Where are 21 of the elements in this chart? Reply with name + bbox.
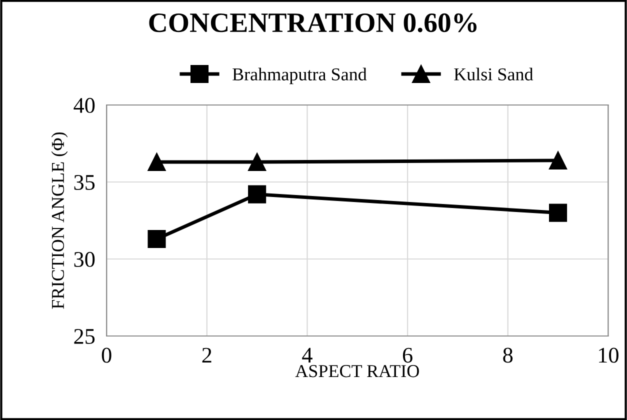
x-axis-title: ASPECT RATIO: [295, 365, 419, 378]
point: [549, 151, 568, 170]
point: [148, 230, 166, 248]
legend-label: Brahmaputra Sand: [232, 68, 367, 84]
point: [248, 152, 266, 172]
point: [248, 185, 266, 204]
x-tick-label: 6: [402, 348, 412, 363]
x-tick-label: 2: [202, 348, 212, 363]
x-tick-label: 10: [599, 348, 618, 363]
legend-label: Kulsi Sand: [454, 68, 534, 80]
point: [148, 152, 166, 172]
y-tick-label: 35: [74, 174, 95, 190]
chart-title: CONCENTRATION 0.60%: [149, 13, 477, 32]
point: [549, 204, 568, 222]
x-tick-label: 0: [102, 348, 112, 363]
y-tick-label: 25: [74, 328, 95, 344]
x-tick-label: 8: [503, 348, 513, 363]
y-axis-title: FRICTION ANGLE (Φ): [51, 132, 68, 309]
y-tick-label: 40: [74, 98, 95, 113]
y-tick-label: 30: [74, 252, 95, 267]
x-tick-label: 4: [302, 348, 312, 363]
